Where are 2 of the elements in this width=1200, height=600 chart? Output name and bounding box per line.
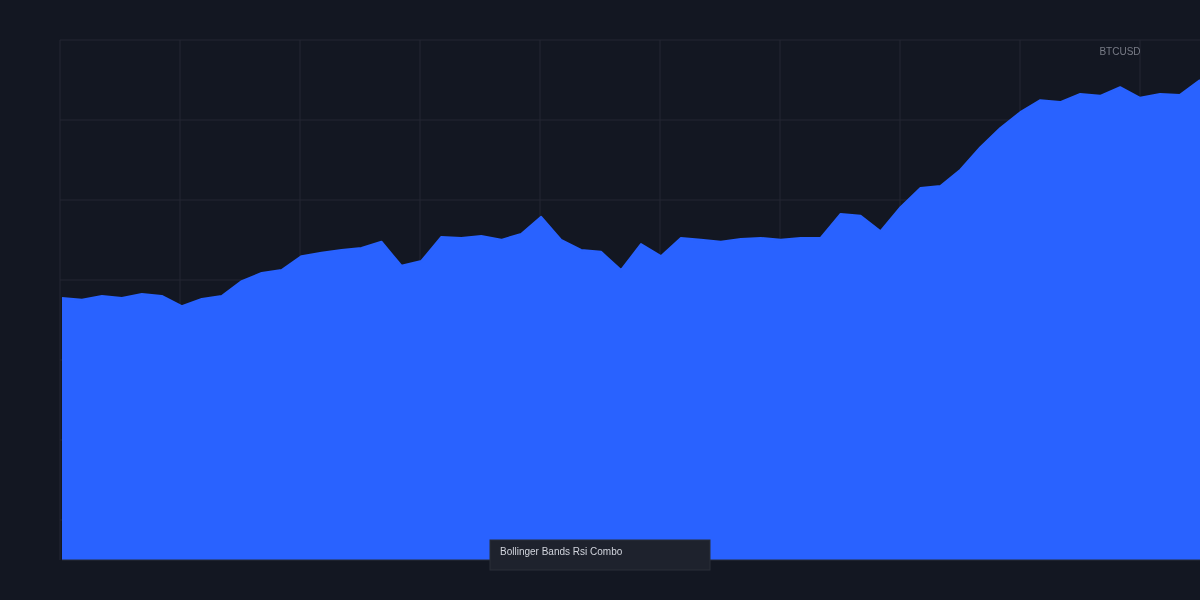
text: BTCUSD [1099,46,1141,57]
annotation: Bollinger Bands Rsi Combo [500,546,623,557]
